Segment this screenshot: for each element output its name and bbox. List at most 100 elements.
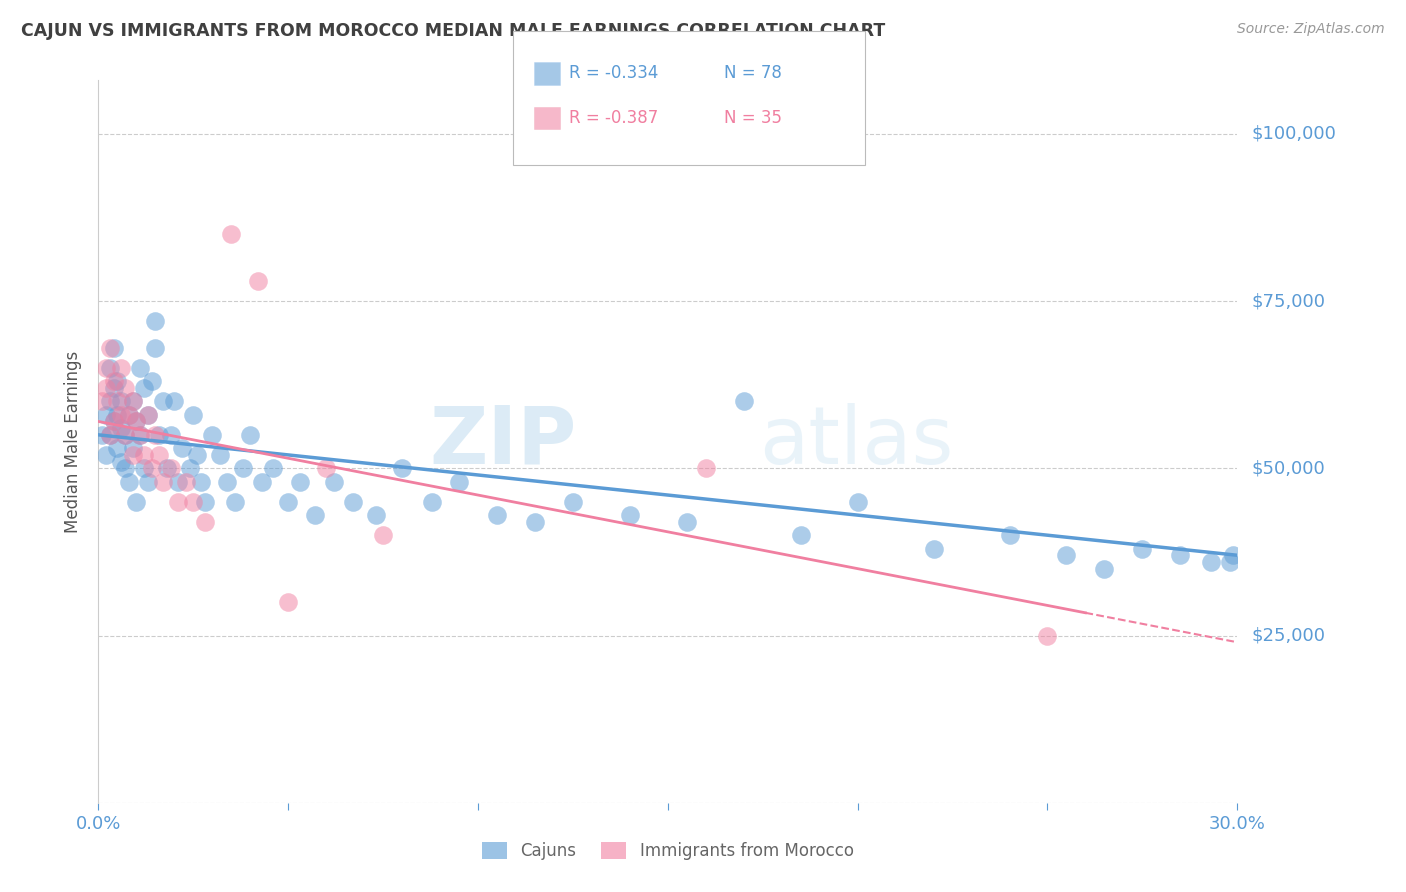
Point <box>107 375 129 389</box>
Point <box>98 394 121 409</box>
Point <box>107 441 129 455</box>
Point <box>156 461 179 475</box>
Point <box>194 515 217 529</box>
Point <box>695 461 717 475</box>
Point <box>110 361 132 376</box>
Point <box>1094 562 1116 576</box>
Point <box>1222 548 1244 563</box>
Point <box>148 448 170 462</box>
Point <box>141 375 163 389</box>
Point <box>277 595 299 609</box>
Point <box>107 394 129 409</box>
Text: ZIP: ZIP <box>429 402 576 481</box>
Point <box>103 381 125 395</box>
Point <box>524 515 547 529</box>
Point <box>998 528 1021 542</box>
Point <box>174 475 197 489</box>
Point <box>183 494 205 508</box>
Point <box>136 475 159 489</box>
Point <box>132 461 155 475</box>
Point <box>250 475 273 489</box>
Point <box>486 508 509 523</box>
Point <box>94 408 117 422</box>
Point <box>94 448 117 462</box>
Point <box>201 427 224 442</box>
Point <box>114 381 136 395</box>
Point <box>1219 555 1241 569</box>
Point <box>159 427 181 442</box>
Point <box>322 475 344 489</box>
Point <box>342 494 364 508</box>
Point <box>449 475 471 489</box>
Point <box>1056 548 1078 563</box>
Legend: Cajuns, Immigrants from Morocco: Cajuns, Immigrants from Morocco <box>475 835 860 867</box>
Point <box>922 541 945 556</box>
Point <box>224 494 246 508</box>
Point <box>98 427 121 442</box>
Text: $100,000: $100,000 <box>1251 125 1336 143</box>
Point <box>91 394 114 409</box>
Point <box>186 448 208 462</box>
Point <box>790 528 813 542</box>
Point <box>232 461 254 475</box>
Point <box>183 408 205 422</box>
Point <box>110 408 132 422</box>
Point <box>114 427 136 442</box>
Point <box>733 394 755 409</box>
Point <box>364 508 387 523</box>
Point <box>148 427 170 442</box>
Point <box>110 454 132 469</box>
Point <box>129 427 152 442</box>
Text: CAJUN VS IMMIGRANTS FROM MOROCCO MEDIAN MALE EARNINGS CORRELATION CHART: CAJUN VS IMMIGRANTS FROM MOROCCO MEDIAN … <box>21 22 886 40</box>
Point <box>103 414 125 428</box>
Point <box>94 361 117 376</box>
Point <box>103 414 125 428</box>
Point <box>98 361 121 376</box>
Point <box>125 494 148 508</box>
Point <box>846 494 869 508</box>
Point <box>1036 628 1059 642</box>
Point <box>1170 548 1192 563</box>
Point <box>118 475 141 489</box>
Point <box>391 461 413 475</box>
Point <box>315 461 337 475</box>
Point <box>145 314 167 328</box>
Point <box>246 274 269 288</box>
Point <box>676 515 699 529</box>
Point <box>170 441 193 455</box>
Point <box>98 427 121 442</box>
Text: N = 78: N = 78 <box>724 64 782 82</box>
Point <box>94 381 117 395</box>
Point <box>121 441 143 455</box>
Point <box>422 494 444 508</box>
Point <box>179 461 201 475</box>
Text: $25,000: $25,000 <box>1251 626 1326 645</box>
Point <box>132 381 155 395</box>
Text: N = 35: N = 35 <box>724 109 782 127</box>
Point <box>562 494 585 508</box>
Point <box>190 475 212 489</box>
Point <box>136 408 159 422</box>
Point <box>103 375 125 389</box>
Point <box>262 461 284 475</box>
Point <box>129 361 152 376</box>
Point <box>277 494 299 508</box>
Point <box>110 394 132 409</box>
Point <box>163 394 186 409</box>
Point <box>145 341 167 355</box>
Text: $75,000: $75,000 <box>1251 292 1326 310</box>
Point <box>371 528 394 542</box>
Point <box>125 414 148 428</box>
Point <box>208 448 231 462</box>
Point <box>132 448 155 462</box>
Point <box>118 408 141 422</box>
Point <box>304 508 326 523</box>
Point <box>239 427 262 442</box>
Text: $50,000: $50,000 <box>1251 459 1324 477</box>
Point <box>114 427 136 442</box>
Point <box>136 408 159 422</box>
Point <box>110 421 132 435</box>
Point <box>114 461 136 475</box>
Point <box>194 494 217 508</box>
Point <box>103 341 125 355</box>
